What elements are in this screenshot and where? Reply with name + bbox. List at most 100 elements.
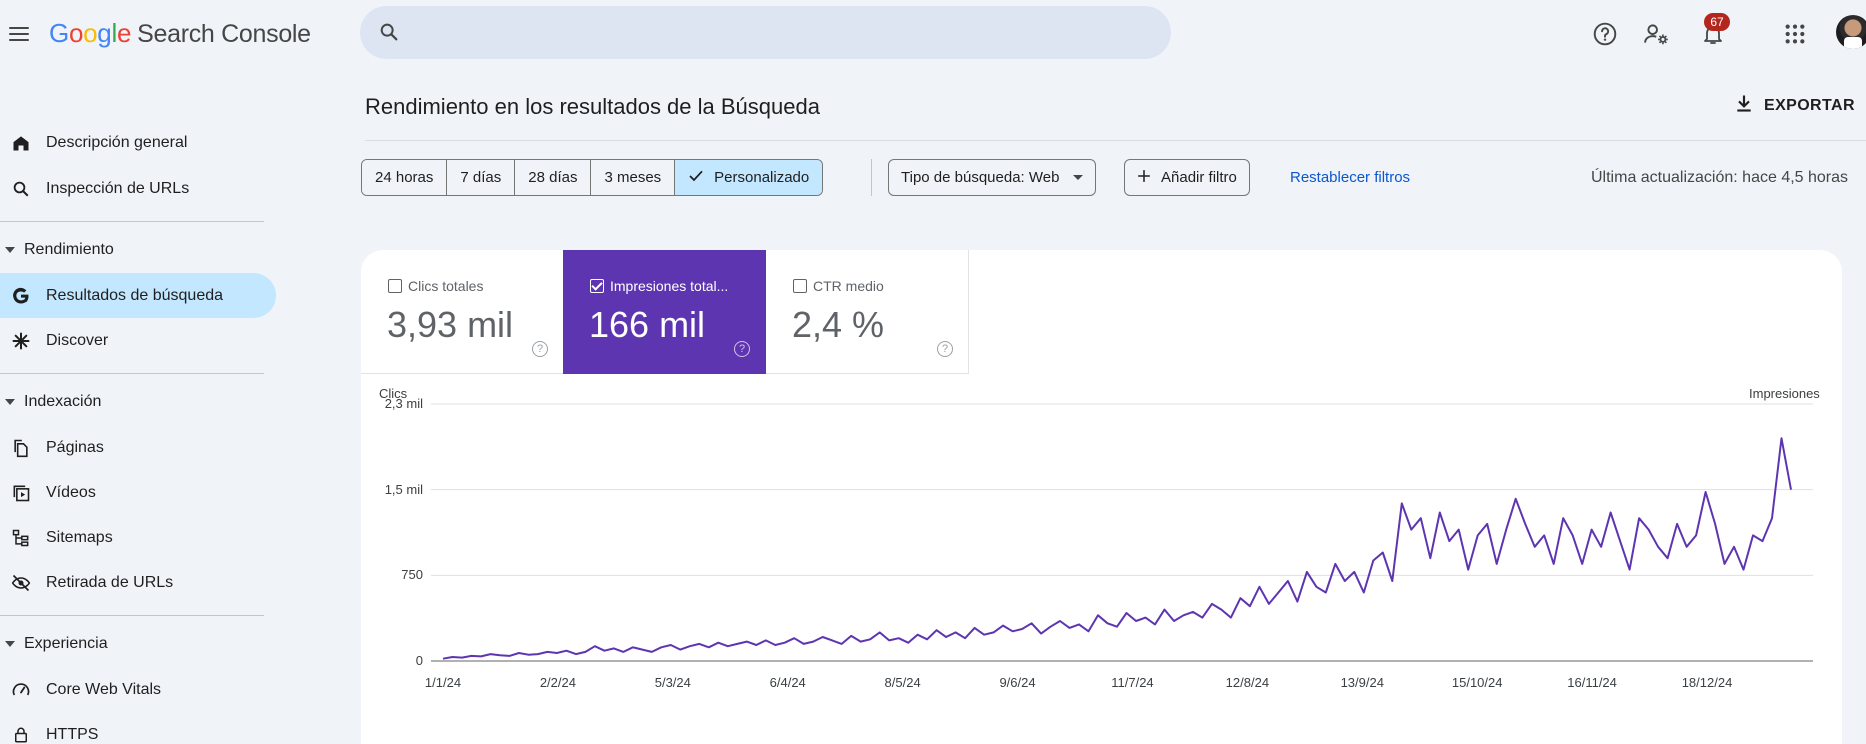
series-line-impressions[interactable] <box>442 437 1792 660</box>
plus-icon <box>1137 169 1151 187</box>
range-7d-button[interactable]: 7 días <box>447 160 516 195</box>
x-tick-label: 9/6/24 <box>999 675 1036 690</box>
range-24h-button[interactable]: 24 horas <box>362 160 448 195</box>
lock-icon <box>10 724 32 744</box>
sidebar-item-label: Descripción general <box>46 133 188 151</box>
range-custom-label: Personalizado <box>714 169 810 186</box>
metric-value: 166 mil <box>589 304 706 345</box>
logo-letter: o <box>68 18 84 48</box>
pages-icon <box>10 437 32 459</box>
metric-average-ctr[interactable]: CTR medio 2,4 % ? <box>766 250 969 374</box>
search-console-logo[interactable]: Google Search Console <box>49 18 311 49</box>
x-tick-label: 13/9/24 <box>1340 675 1384 690</box>
x-tick-label: 6/4/24 <box>769 675 806 690</box>
metric-checkbox[interactable] <box>590 279 604 293</box>
filter-separator <box>871 159 872 196</box>
search-type-dropdown[interactable]: Tipo de búsqueda: Web <box>888 159 1097 196</box>
range-28d-button[interactable]: 28 días <box>515 160 592 195</box>
range-custom-button[interactable]: Personalizado <box>675 160 823 195</box>
user-settings-icon[interactable] <box>1641 18 1673 50</box>
sidebar-item-label: Sitemaps <box>46 528 113 546</box>
main-menu-button[interactable] <box>6 21 32 47</box>
x-tick-label: 2/2/24 <box>539 675 576 690</box>
x-tick-label: 8/5/24 <box>884 675 921 690</box>
search-bar[interactable] <box>360 6 1171 59</box>
metric-value: 2,4 % <box>792 304 885 345</box>
search-icon <box>10 178 32 200</box>
metric-value: 3,93 mil <box>387 304 514 345</box>
product-name: Search Console <box>137 20 311 48</box>
metric-total-impressions[interactable]: Impresiones total... 166 mil ? <box>563 250 766 374</box>
sidebar-divider <box>0 221 264 222</box>
search-icon[interactable] <box>378 21 400 48</box>
sidebar-item-url-inspection[interactable]: Inspección de URLs <box>0 166 276 211</box>
avatar[interactable] <box>1836 15 1866 49</box>
y-tick-label: 0 <box>415 653 423 668</box>
logo-letter: g <box>97 18 112 48</box>
google-g-icon <box>10 285 32 307</box>
sidebar-item-https[interactable]: HTTPS <box>0 712 276 744</box>
sidebar-item-label: HTTPS <box>46 725 99 743</box>
date-range-selector: 24 horas 7 días 28 días 3 meses Personal… <box>361 159 824 196</box>
help-icon[interactable]: ? <box>937 341 953 357</box>
sidebar-item-overview[interactable]: Descripción general <box>0 120 276 165</box>
help-icon[interactable] <box>1589 18 1621 50</box>
right-axis-title: Impresiones <box>1749 386 1820 401</box>
metric-checkbox[interactable] <box>388 279 402 293</box>
apps-grid-icon[interactable] <box>1779 18 1811 50</box>
sidebar-item-label: Retirada de URLs <box>46 573 174 591</box>
sidebar-item-label: Resultados de búsqueda <box>46 286 224 304</box>
left-axis-title: Clics <box>379 386 408 401</box>
y-tick-label: 2,3 mil <box>384 396 423 411</box>
x-tick-label: 15/10/24 <box>1451 675 1503 690</box>
sidebar-divider <box>0 615 264 616</box>
x-tick-label: 5/3/24 <box>654 675 691 690</box>
metric-checkbox[interactable] <box>793 279 807 293</box>
sidebar-item-label: Core Web Vitals <box>46 680 162 698</box>
metric-label: CTR medio <box>813 278 884 294</box>
section-title: Indexación <box>24 393 102 410</box>
sidebar-item-label: Discover <box>46 331 109 349</box>
dropdown-arrow-icon <box>1073 175 1084 180</box>
export-label: EXPORTAR <box>1764 96 1855 114</box>
x-tick-label: 12/8/24 <box>1225 675 1270 690</box>
sidebar-divider <box>0 373 264 374</box>
performance-chart: Clics Impresiones 2,3 mil 1,5 mil 750 0 1/1/… <box>361 374 1842 744</box>
sidebar-item-videos[interactable]: Vídeos <box>0 470 276 515</box>
sidebar-item-label: Inspección de URLs <box>46 179 190 197</box>
y-tick-label: 750 <box>401 567 423 583</box>
logo-letter: G <box>49 18 69 48</box>
add-filter-label: Añadir filtro <box>1161 169 1237 186</box>
sidebar-item-sitemaps[interactable]: Sitemaps <box>0 515 276 560</box>
logo-letter: e <box>116 18 132 48</box>
sidebar-item-url-removals[interactable]: Retirada de URLs <box>0 560 276 605</box>
notification-count-badge: 67 <box>1704 13 1730 31</box>
sidebar-item-search-results[interactable]: Resultados de búsqueda <box>0 273 276 318</box>
video-icon <box>10 482 32 504</box>
x-tick-label: 11/7/24 <box>1111 675 1154 690</box>
home-icon <box>10 132 32 154</box>
sidebar-item-label: Páginas <box>46 438 104 456</box>
reset-filters-link[interactable]: Restablecer filtros <box>1290 169 1411 186</box>
page-title: Rendimiento en los resultados de la Búsq… <box>365 94 820 119</box>
section-title: Rendimiento <box>24 241 114 258</box>
x-tick-label: 1/1/24 <box>424 675 462 690</box>
sidebar-item-discover[interactable]: Discover <box>0 318 276 363</box>
range-3m-button[interactable]: 3 meses <box>591 160 676 195</box>
top-bar: Google Search Console 67 <box>0 0 1866 68</box>
caret-down-icon <box>5 641 15 647</box>
metric-total-clicks[interactable]: Clics totales 3,93 mil ? <box>361 250 564 374</box>
sidebar-item-core-web-vitals[interactable]: Core Web Vitals <box>0 667 276 712</box>
header-divider <box>365 140 1866 141</box>
help-icon[interactable]: ? <box>734 341 750 357</box>
x-tick-label: 16/11/24 <box>1567 675 1617 690</box>
sidebar-item-label: Vídeos <box>46 483 96 501</box>
x-tick-label: 18/12/24 <box>1681 675 1733 690</box>
search-input[interactable] <box>424 14 1144 50</box>
help-icon[interactable]: ? <box>532 341 548 357</box>
add-filter-button[interactable]: Añadir filtro <box>1124 159 1250 196</box>
export-button[interactable]: EXPORTAR <box>1734 92 1855 119</box>
performance-card: Clics totales 3,93 mil ? Impresiones tot… <box>361 250 1842 744</box>
y-tick-label: 1,5 mil <box>384 481 423 497</box>
sidebar-item-pages[interactable]: Páginas <box>0 425 276 470</box>
